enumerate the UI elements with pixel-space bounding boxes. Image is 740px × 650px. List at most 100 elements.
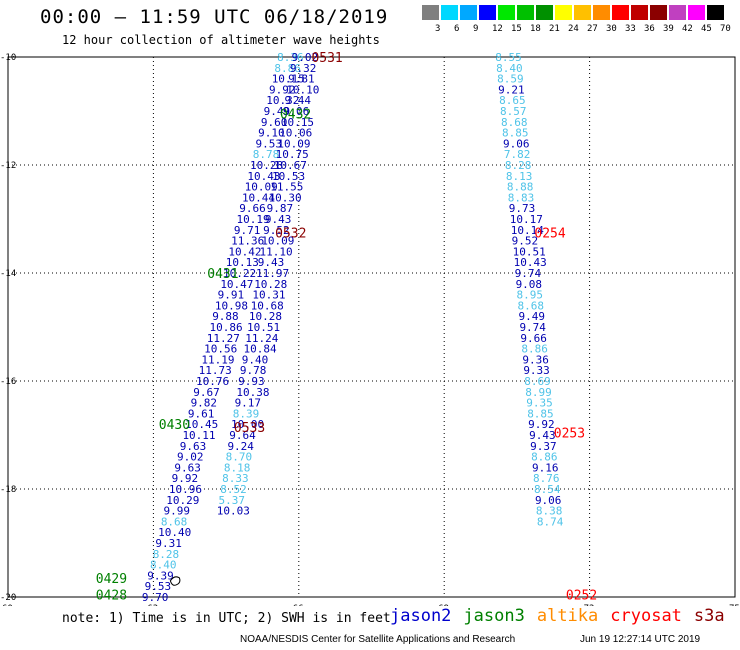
wave-height-value: 8.36 [277, 51, 304, 64]
wave-height-value: 11.24 [245, 332, 278, 345]
wave-height-value: 10.38 [236, 386, 269, 399]
map-frame [7, 56, 736, 598]
wave-height-value: 8.52 [220, 483, 247, 496]
wave-height-value: 8.68 [161, 515, 188, 528]
wave-height-value: 8.88 [507, 181, 533, 194]
pass-label: 0431 [207, 267, 238, 282]
wave-height-value: 8.28 [153, 548, 180, 561]
satellite-name-altika: altika [536, 606, 599, 626]
wave-height-value: 8.65 [499, 94, 525, 107]
wave-height-value: 7.82 [504, 148, 531, 161]
wave-height-value: 9.70 [142, 591, 169, 604]
x-tick-label: 63 [147, 604, 158, 606]
wave-height-value: 8.40 [496, 62, 523, 75]
legend-label: 3 [435, 24, 441, 34]
wave-height-value: 10.51 [247, 321, 280, 334]
wave-height-value: 9.24 [227, 440, 254, 453]
wave-height-value: 10.30 [268, 191, 301, 204]
legend-swatch [631, 5, 648, 20]
wave-height-value: 8.18 [224, 461, 251, 474]
wave-height-value: 8.85 [527, 407, 554, 420]
wave-height-value: 8.99 [525, 386, 552, 399]
wave-height-value: 8.76 [533, 472, 560, 485]
wave-height-value: 9.81 [288, 73, 315, 86]
legend-swatch [688, 5, 705, 20]
wave-height-value: 9.92 [269, 83, 296, 96]
wave-height-value: 10.28 [249, 310, 282, 323]
wave-height-value: 8.55 [495, 51, 522, 64]
wave-height-value: 9.78 [240, 364, 267, 377]
pass-label: 0531 [311, 51, 342, 66]
legend-swatch [669, 5, 686, 20]
legend-label: 9 [473, 24, 479, 34]
wave-height-value: 9.49 [518, 310, 545, 323]
wave-height-value: 10.43 [247, 170, 280, 183]
wave-height-value: 9.33 [523, 364, 550, 377]
y-tick-label: -16 [0, 377, 16, 387]
wave-height-value: 11.10 [260, 245, 293, 258]
wave-height-value: 8.33 [222, 472, 249, 485]
legend-swatch [479, 5, 496, 20]
wave-height-value: 9.66 [239, 202, 266, 215]
legend-label: 33 [625, 24, 636, 34]
credit-text: NOAA/NESDIS Center for Satellite Applica… [240, 634, 516, 645]
wave-height-value: 9.36 [522, 353, 549, 366]
legend-swatch [650, 5, 667, 20]
legend-label: 30 [606, 24, 617, 34]
map-subtitle: 12 hour collection of altimeter wave hei… [62, 33, 380, 47]
satellite-name-jason3: jason3 [463, 606, 525, 626]
wave-height-value: 10.15 [281, 116, 314, 129]
wave-height-value: 9.73 [509, 202, 536, 215]
wave-height-value: 9.43 [258, 256, 285, 269]
wave-height-value: 10.45 [185, 418, 218, 431]
y-tick-label: -18 [0, 485, 16, 495]
legend-label: 21 [549, 24, 560, 34]
wave-height-value: 9.64 [229, 429, 256, 442]
wave-height-value: 9.35 [526, 397, 553, 410]
wave-height-map: 606366697275-10-12-14-16-18-208.368.8610… [0, 51, 740, 606]
wave-height-value: 10.42 [228, 245, 261, 258]
wave-height-value: 8.69 [524, 375, 551, 388]
wave-height-value: 9.06 [535, 494, 562, 507]
wave-height-value: 10.31 [252, 289, 285, 302]
wave-height-value: 10.29 [166, 494, 199, 507]
legend-swatch [555, 5, 572, 20]
wave-height-value: 9.66 [520, 332, 547, 345]
legend-swatch [422, 5, 439, 20]
wave-height-value: 10.51 [513, 245, 546, 258]
wave-height-value: 8.40 [150, 559, 177, 572]
wave-height-value: 5.37 [219, 494, 246, 507]
wave-height-value: 8.86 [521, 343, 548, 356]
wave-height-value: 10.28 [250, 159, 283, 172]
wave-height-value: 9.87 [267, 202, 294, 215]
wave-height-value: 9.71 [234, 224, 261, 237]
wave-height-value: 10.47 [220, 278, 253, 291]
legend-swatch [441, 5, 458, 20]
wave-height-value: 9.37 [530, 440, 557, 453]
island-outline [169, 576, 181, 586]
legend-swatch [707, 5, 724, 20]
wave-height-value: 8.83 [508, 191, 534, 204]
wave-height-value: 9.02 [292, 51, 319, 64]
wave-height-value: 8.28 [505, 159, 532, 172]
legend-swatch [593, 5, 610, 20]
wave-height-value: 9.88 [212, 310, 239, 323]
wave-height-value: 9.17 [235, 397, 262, 410]
y-tick-label: -12 [0, 161, 16, 171]
wave-height-value: 8.59 [497, 73, 524, 86]
legend-swatch [498, 5, 515, 20]
wave-height-value: 8.68 [518, 299, 545, 312]
wave-height-value: 10.14 [511, 224, 544, 237]
wave-height-value: 9.67 [193, 386, 220, 399]
wave-height-value: 10.44 [242, 191, 275, 204]
satellite-name-jason2: jason2 [390, 606, 452, 626]
wave-height-value: 9.49 [264, 105, 291, 118]
wave-height-value: 10.22 [223, 267, 256, 280]
wave-height-value: 8.85 [502, 127, 529, 140]
wave-height-value: 10.40 [158, 526, 191, 539]
legend-label: 24 [568, 24, 579, 34]
satellite-legend: jason2 jason3 altika cryosat s3a [390, 606, 737, 626]
legend-label: 70 [720, 24, 731, 34]
wave-height-value: 9.53 [255, 137, 281, 150]
wave-height-value: 9.99 [164, 505, 191, 518]
